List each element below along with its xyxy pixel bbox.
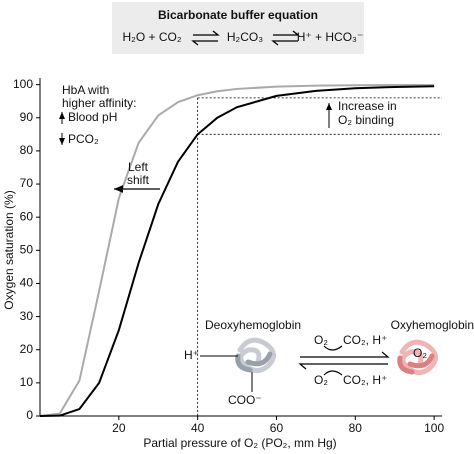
oxy-molecule [397, 339, 438, 375]
annotation: PCO₂ [68, 132, 99, 146]
annotation: Increase in [338, 99, 397, 113]
title: Bicarbonate buffer equation [158, 8, 318, 22]
equation-box [112, 2, 364, 54]
x-tick-label: 60 [270, 421, 284, 435]
equation-term: H₂CO₃ [227, 30, 263, 44]
x-axis-label: Partial pressure of O₂ (PO₂, mm Hg) [143, 436, 336, 450]
y-tick-label: 50 [20, 242, 34, 256]
deoxy-molecule [235, 337, 276, 373]
y-tick-label: 30 [20, 309, 34, 323]
label: Deoxyhemoglobin [205, 318, 301, 332]
x-tick-label: 100 [424, 421, 444, 435]
y-tick-label: 60 [20, 209, 34, 223]
annotation: higher affinity: [62, 96, 137, 110]
label: Oxyhemoglobin [391, 318, 474, 332]
equilibrium-arrows [191, 30, 300, 46]
annotation: Left [128, 160, 149, 174]
annotation: O₂ binding [338, 113, 394, 127]
curve [39, 85, 435, 417]
annotation: Blood pH [68, 110, 117, 124]
label: O₂ [413, 346, 427, 360]
curve [39, 83, 435, 417]
label: CO₂, H⁺ [343, 333, 387, 347]
y-tick-label: 90 [20, 110, 34, 124]
y-tick-label: 100 [13, 77, 33, 91]
y-tick-label: 40 [20, 276, 34, 290]
x-tick-label: 40 [191, 421, 205, 435]
equation-term: H⁺ + HCO₃⁻ [297, 30, 364, 44]
annotation: HbA with [62, 83, 109, 97]
label: O₂ [314, 373, 328, 387]
label: COO⁻ [228, 393, 262, 407]
y-tick-label: 20 [20, 342, 34, 356]
x-tick-label: 20 [112, 421, 126, 435]
y-tick-label: 0 [26, 408, 33, 422]
y-tick-label: 10 [20, 375, 34, 389]
label: CO₂, H⁺ [343, 373, 387, 387]
label: H⁺ [184, 348, 199, 362]
equation-term: H₂O + CO₂ [123, 30, 182, 44]
y-tick-label: 70 [20, 176, 34, 190]
y-axis-label: Oxygen saturation (%) [2, 190, 16, 309]
label: O₂ [314, 333, 328, 347]
x-tick-label: 80 [349, 421, 363, 435]
y-tick-label: 80 [20, 143, 34, 157]
annotation: shift [127, 173, 150, 187]
equilibrium-arrows [298, 345, 390, 376]
